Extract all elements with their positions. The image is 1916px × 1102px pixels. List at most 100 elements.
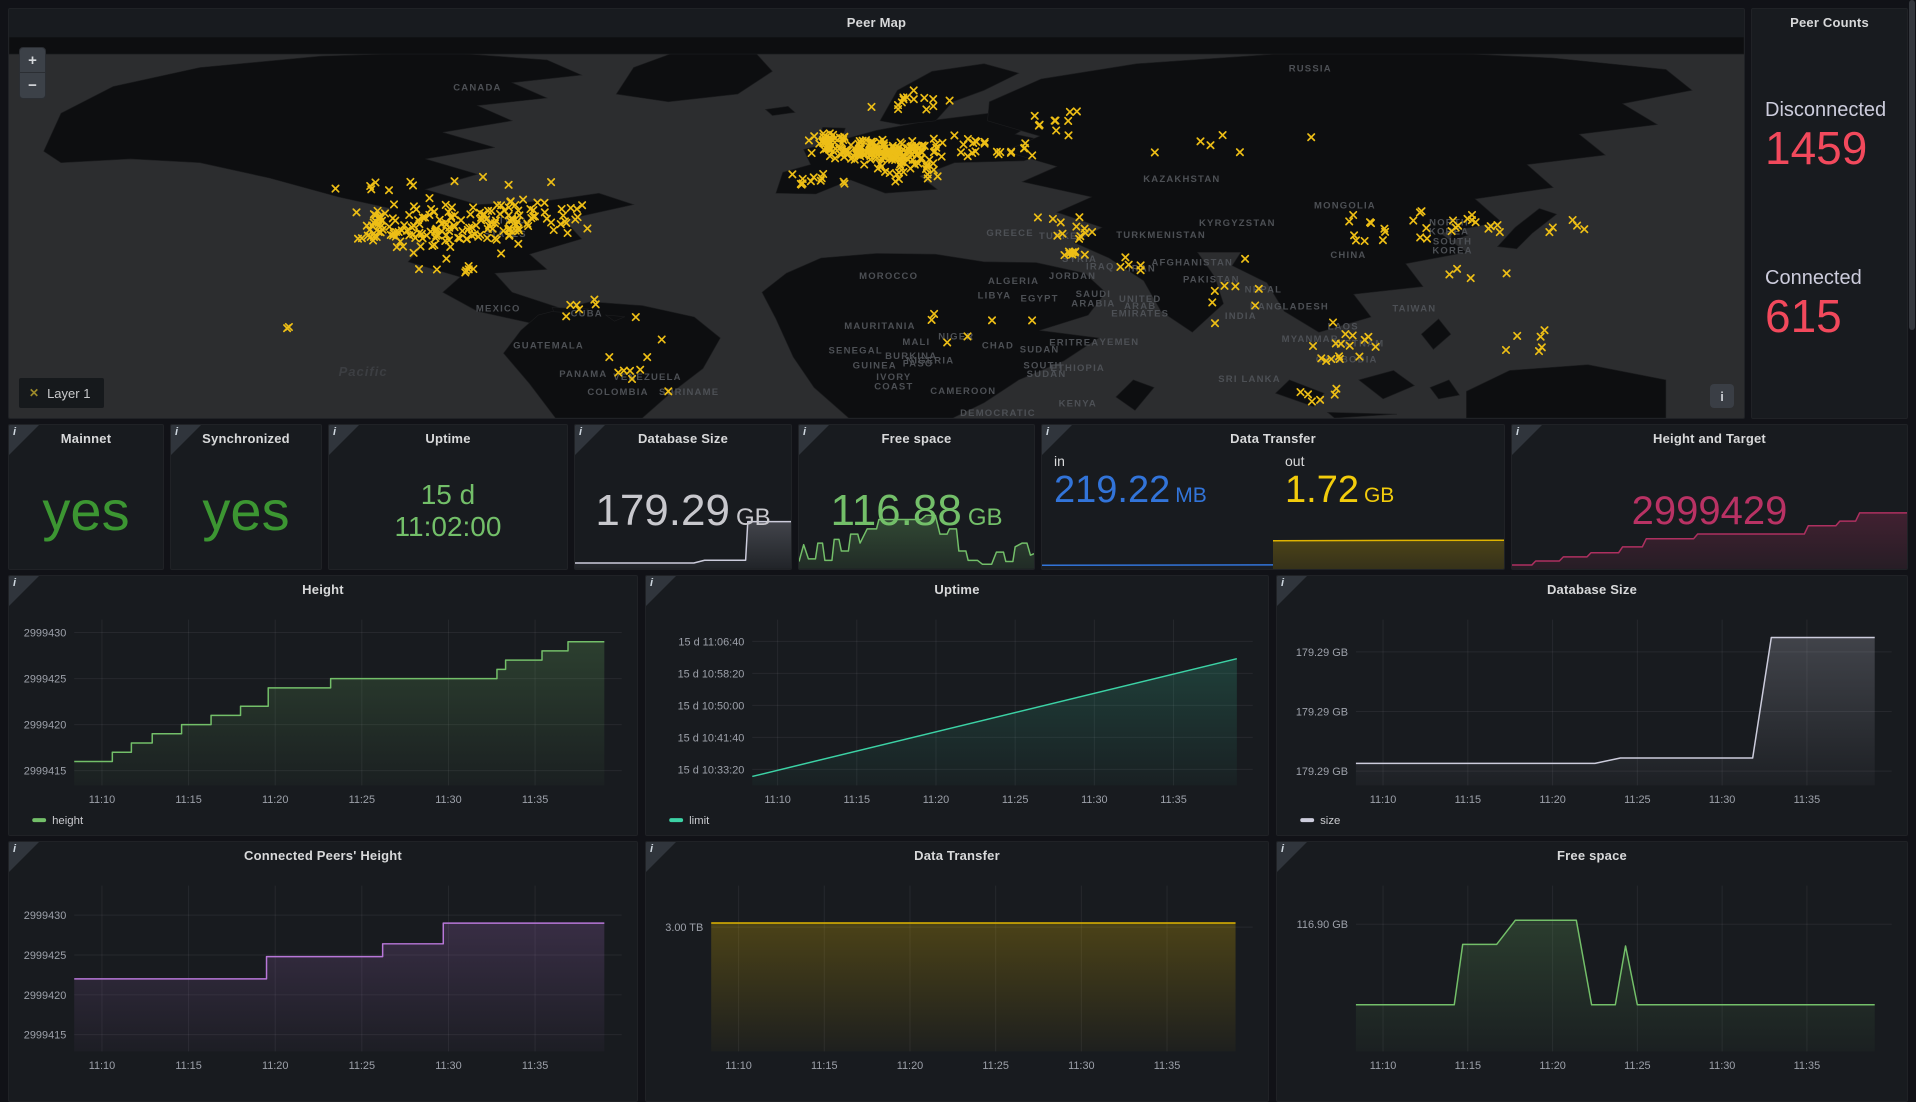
- svg-text:11:20: 11:20: [1539, 1060, 1565, 1072]
- svg-text:height: height: [52, 815, 84, 827]
- svg-text:Pacific: Pacific: [339, 364, 388, 379]
- svg-text:BANGLADESH: BANGLADESH: [1250, 301, 1329, 312]
- synchronized-value: yes: [202, 480, 289, 542]
- uptime-value: 15 d 11:02:00: [395, 479, 502, 543]
- svg-text:PANAMA: PANAMA: [559, 369, 607, 380]
- panel-title-free-space-chart[interactable]: Free space: [1277, 842, 1907, 870]
- svg-text:11:30: 11:30: [1081, 794, 1107, 806]
- connected-value: 615: [1765, 292, 1895, 340]
- svg-text:11:15: 11:15: [811, 1060, 837, 1072]
- svg-text:TAIWAN: TAIWAN: [1392, 303, 1436, 314]
- svg-text:11:25: 11:25: [1624, 1060, 1650, 1072]
- disconnected-label: Disconnected: [1765, 99, 1895, 122]
- scrollbar[interactable]: [1909, 0, 1915, 956]
- marker-x-icon: ✕: [29, 386, 39, 400]
- panel-info-icon[interactable]: i: [329, 425, 359, 455]
- svg-text:11:10: 11:10: [89, 794, 115, 806]
- svg-text:11:25: 11:25: [982, 1060, 1008, 1072]
- svg-text:11:30: 11:30: [1709, 794, 1735, 806]
- panel-info-icon[interactable]: i: [799, 425, 829, 455]
- mainnet-value: yes: [42, 480, 129, 542]
- svg-text:limit: limit: [689, 815, 710, 827]
- svg-text:2999430: 2999430: [24, 628, 66, 640]
- svg-text:11:10: 11:10: [1370, 1060, 1396, 1072]
- panel-title-data-transfer[interactable]: Data Transfer: [1042, 425, 1504, 453]
- panel-title-height-and-target[interactable]: Height and Target: [1512, 425, 1907, 453]
- panel-title-free-space[interactable]: Free space: [799, 425, 1034, 453]
- svg-text:RUSSIA: RUSSIA: [1289, 63, 1332, 74]
- in-label: in: [1054, 453, 1207, 469]
- map-attribution-button[interactable]: i: [1710, 384, 1734, 408]
- svg-text:CAMEROON: CAMEROON: [930, 386, 996, 397]
- panel-title-database-size-chart[interactable]: Database Size: [1277, 576, 1907, 604]
- panel-info-icon[interactable]: i: [1277, 842, 1307, 872]
- svg-text:15 d 11:06:40: 15 d 11:06:40: [678, 636, 744, 648]
- svg-text:NEPAL: NEPAL: [1245, 284, 1283, 295]
- map-zoom-in-button[interactable]: +: [20, 48, 45, 73]
- svg-text:SENEGAL: SENEGAL: [829, 346, 883, 357]
- svg-text:AFGHANISTAN: AFGHANISTAN: [1151, 258, 1233, 269]
- svg-text:11:25: 11:25: [1624, 794, 1650, 806]
- svg-text:2999430: 2999430: [24, 910, 66, 922]
- svg-text:SRI LANKA: SRI LANKA: [1218, 374, 1281, 385]
- svg-text:EGYPT: EGYPT: [1020, 293, 1058, 304]
- svg-text:11:15: 11:15: [1455, 1060, 1481, 1072]
- svg-text:ERITREA: ERITREA: [1049, 338, 1099, 349]
- svg-text:GREECE: GREECE: [986, 228, 1033, 239]
- scrollbar-thumb[interactable]: [1909, 0, 1915, 330]
- out-label: out: [1285, 453, 1394, 469]
- svg-text:11:10: 11:10: [764, 794, 790, 806]
- panel-info-icon[interactable]: i: [1277, 576, 1307, 606]
- in-sparkline: [1042, 529, 1273, 569]
- svg-text:11:20: 11:20: [897, 1060, 923, 1072]
- svg-text:11:35: 11:35: [1794, 794, 1820, 806]
- svg-text:11:20: 11:20: [923, 794, 949, 806]
- panel-info-icon[interactable]: i: [1042, 425, 1072, 455]
- mainnet-panel: i Mainnet yes: [8, 424, 164, 570]
- map-layer-legend[interactable]: ✕ Layer 1: [19, 378, 104, 408]
- panel-title-peer-counts[interactable]: Peer Counts: [1752, 9, 1907, 37]
- svg-text:MEXICO: MEXICO: [476, 303, 521, 314]
- svg-text:2999415: 2999415: [24, 1030, 66, 1042]
- panel-info-icon[interactable]: i: [9, 576, 39, 606]
- panel-title-peer-map[interactable]: Peer Map: [9, 9, 1744, 37]
- map-zoom-out-button[interactable]: −: [20, 73, 45, 98]
- panel-title-database-size[interactable]: Database Size: [575, 425, 791, 453]
- panel-info-icon[interactable]: i: [9, 842, 39, 872]
- svg-text:KOREA: KOREA: [1432, 245, 1472, 256]
- svg-text:11:10: 11:10: [89, 1060, 115, 1072]
- panel-info-icon[interactable]: i: [646, 576, 676, 606]
- svg-text:KYRGYZSTAN: KYRGYZSTAN: [1199, 218, 1276, 229]
- panel-title-height-chart[interactable]: Height: [9, 576, 637, 604]
- svg-text:CHAD: CHAD: [982, 340, 1014, 351]
- svg-text:11:30: 11:30: [1068, 1060, 1094, 1072]
- svg-text:MONGOLIA: MONGOLIA: [1314, 200, 1376, 211]
- svg-text:2999425: 2999425: [24, 674, 66, 686]
- panel-info-icon[interactable]: i: [646, 842, 676, 872]
- panel-title-uptime-chart[interactable]: Uptime: [646, 576, 1268, 604]
- panel-info-icon[interactable]: i: [575, 425, 605, 455]
- svg-text:179.29 GB: 179.29 GB: [1296, 766, 1348, 778]
- svg-text:ETHIOPIA: ETHIOPIA: [1051, 363, 1105, 374]
- panel-title-uptime[interactable]: Uptime: [329, 425, 567, 453]
- connected-label: Connected: [1765, 267, 1895, 290]
- svg-text:11:15: 11:15: [175, 794, 201, 806]
- svg-text:CUBA: CUBA: [571, 309, 603, 320]
- panel-info-icon[interactable]: i: [171, 425, 201, 455]
- svg-text:VENEZUELA: VENEZUELA: [613, 372, 681, 383]
- height-and-target-value: 2999429: [1632, 489, 1788, 533]
- panel-title-connected-peers-height[interactable]: Connected Peers' Height: [9, 842, 637, 870]
- svg-text:size: size: [1320, 815, 1340, 827]
- panel-info-icon[interactable]: i: [9, 425, 39, 455]
- panel-info-icon[interactable]: i: [1512, 425, 1542, 455]
- panel-title-data-transfer-chart[interactable]: Data Transfer: [646, 842, 1268, 870]
